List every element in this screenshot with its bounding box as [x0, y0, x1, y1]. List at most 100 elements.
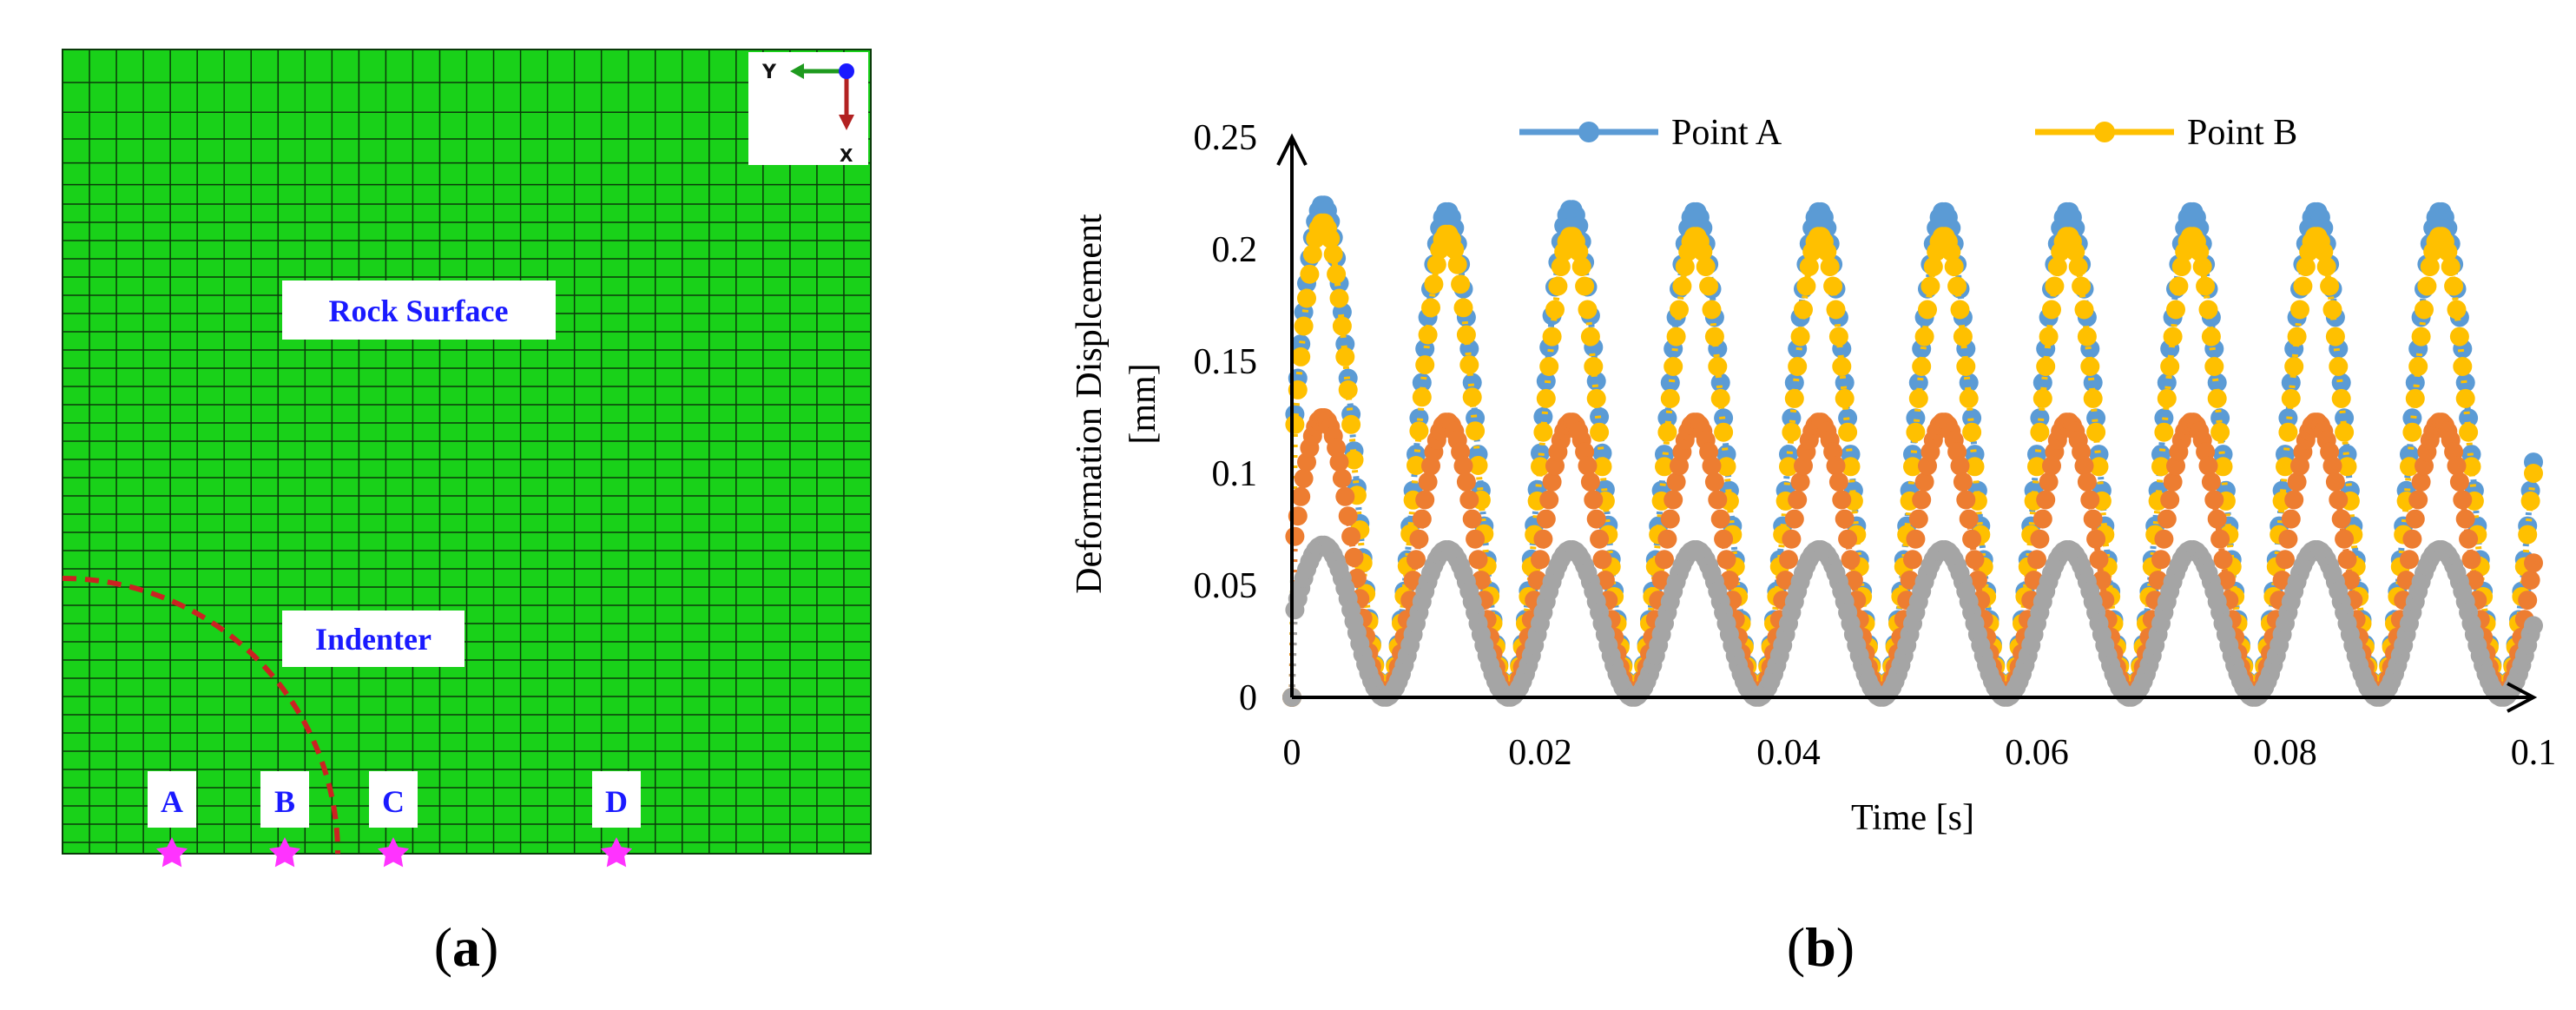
data-point	[2086, 529, 2106, 549]
data-point	[2331, 373, 2351, 393]
data-point	[2263, 627, 2283, 647]
point-label-d: D	[605, 784, 628, 819]
data-point	[1956, 339, 1976, 359]
data-point	[1645, 557, 1665, 577]
data-point	[2346, 610, 2366, 630]
data-point	[1565, 415, 1585, 435]
x-tick-labels: 0 0.02 0.04 0.06 0.08 0.1	[1283, 733, 2557, 773]
data-point	[1927, 218, 1947, 238]
data-point	[2036, 490, 2056, 510]
data-point	[1820, 234, 1840, 254]
data-point	[1531, 457, 1550, 477]
data-point	[2210, 529, 2230, 549]
data-point	[1773, 636, 1793, 655]
data-point	[1761, 657, 1781, 677]
data-point	[2322, 279, 2342, 299]
data-point	[2133, 671, 2153, 691]
data-point	[2335, 422, 2355, 442]
data-point	[1950, 564, 1970, 583]
data-point	[2068, 430, 2088, 450]
data-point	[1332, 568, 1352, 588]
data-point	[2139, 587, 2159, 606]
data-point	[2249, 682, 2269, 701]
data-point	[1769, 557, 1789, 577]
data-point	[1847, 516, 1867, 536]
data-point	[1453, 298, 1473, 318]
data-point	[2485, 670, 2505, 690]
data-point	[1731, 614, 1751, 633]
data-point	[1571, 550, 1591, 570]
data-point	[2122, 687, 2141, 707]
data-point	[1864, 671, 1884, 691]
data-point	[2503, 657, 2523, 677]
data-point	[2163, 472, 2183, 492]
data-point	[1826, 300, 1846, 320]
data-point	[1710, 373, 1730, 393]
data-point	[1592, 457, 1612, 477]
data-point	[1986, 669, 2006, 689]
data-point	[1657, 603, 1677, 623]
data-point	[2261, 614, 2280, 633]
data-point	[1678, 421, 1698, 441]
data-point	[1808, 413, 1828, 432]
data-point	[1486, 637, 1505, 657]
data-point	[1607, 663, 1627, 683]
data-point	[2118, 687, 2138, 707]
data-point	[1288, 589, 1308, 609]
data-point	[1456, 325, 1476, 345]
data-point	[1628, 685, 1648, 705]
data-point	[1631, 671, 1650, 691]
data-point	[2352, 614, 2372, 633]
data-point	[1971, 516, 1991, 536]
data-point	[2110, 657, 2130, 677]
data-point	[1779, 550, 1798, 570]
data-point	[1714, 408, 1734, 428]
data-point	[1959, 509, 1979, 529]
data-point	[2198, 564, 2218, 583]
data-point	[2343, 636, 2363, 655]
data-point	[1640, 610, 1659, 630]
data-point	[2375, 683, 2395, 703]
data-point	[1571, 257, 1591, 277]
data-point	[1764, 610, 1783, 630]
data-point	[1329, 274, 1349, 294]
data-point	[2027, 457, 2046, 477]
data-point	[1356, 580, 1376, 600]
data-point	[1453, 456, 1473, 476]
data-point	[2444, 254, 2464, 274]
data-point	[1441, 208, 1461, 228]
data-point	[1521, 645, 1541, 665]
data-point	[2216, 571, 2236, 590]
data-point	[2491, 687, 2511, 707]
data-point	[2299, 545, 2319, 564]
data-point	[1861, 669, 1881, 689]
data-point	[2251, 671, 2271, 691]
data-point	[1338, 589, 1358, 609]
data-point	[1876, 685, 1896, 705]
data-point	[1696, 430, 1716, 450]
data-point	[1879, 678, 1899, 697]
data-point	[2068, 257, 2088, 277]
data-point	[2310, 208, 2330, 228]
data-point	[1297, 452, 1316, 472]
data-point	[1380, 682, 1400, 701]
data-point	[1433, 208, 1453, 228]
data-point	[2163, 307, 2183, 327]
data-point	[1929, 415, 1949, 435]
data-point	[1323, 228, 1343, 248]
data-point	[2255, 677, 2275, 697]
data-point	[1980, 610, 2000, 630]
data-point	[2429, 413, 2448, 432]
data-point	[1598, 525, 1618, 545]
data-point	[2520, 571, 2540, 590]
data-point	[2302, 208, 2322, 228]
data-point	[1288, 506, 1308, 526]
data-point	[2367, 687, 2387, 707]
data-point	[1888, 614, 1907, 633]
data-point	[2125, 685, 2144, 705]
data-point	[1418, 571, 1438, 591]
data-point	[2340, 491, 2360, 511]
data-point	[1894, 557, 1914, 577]
data-point	[2062, 208, 2082, 228]
data-point	[1512, 657, 1532, 677]
